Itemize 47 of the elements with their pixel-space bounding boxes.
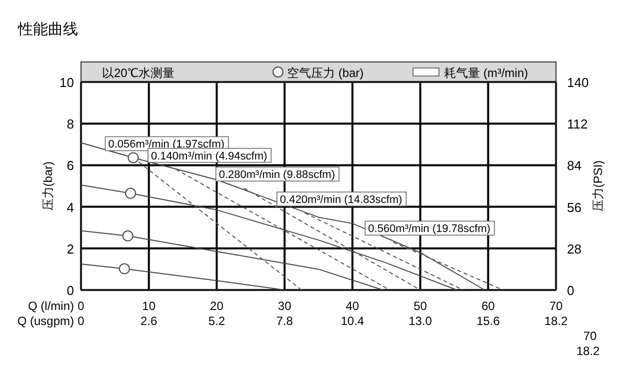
annotation: 0.140m³/min (4.94scfm) <box>151 150 268 162</box>
y-tick-label: 6 <box>66 158 74 174</box>
text: 70 <box>583 329 597 343</box>
annotation: 0.140m³/min (4.94scfm) <box>148 148 272 163</box>
y2-tick-label: 112 <box>567 116 588 132</box>
x2-tick-label: 2.6 <box>140 314 158 328</box>
x-tick-label: 60 <box>481 299 496 313</box>
text: 18.2 <box>576 344 600 358</box>
y-tick-label: 10 <box>60 75 74 90</box>
y-tick-label: 4 <box>66 200 74 215</box>
annotation: 0.420m³/min (14.83scfm) <box>280 194 402 206</box>
x2-axis-title: Q (usgpm) <box>17 314 74 328</box>
x2-tick-label: 0 <box>78 314 85 328</box>
annotation: 0.280m³/min (9.88scfm) <box>215 166 340 182</box>
x-axis-title: Q (l/min) <box>28 299 74 313</box>
annotation: 0.280m³/min (9.88scfm) <box>218 169 336 182</box>
line-series <box>80 264 286 290</box>
x-tick-label: 0 <box>78 299 85 313</box>
y-tick-label: 0 <box>66 283 74 298</box>
annotation: 0.420m³/min (14.83scfm) <box>276 192 407 206</box>
legend-label: 空气压力 (bar) <box>287 66 364 80</box>
legend: 以20℃水测量 空气压力 (bar) 耗气量 (m³/min) <box>80 62 556 82</box>
y2-tick-label: 0 <box>567 283 574 298</box>
x2-tick-label: 15.6 <box>476 314 500 328</box>
y2-tick-label: 84 <box>567 158 582 174</box>
y2-axis-title: 压力(PSI) <box>591 160 605 212</box>
x-tick-label: 10 <box>142 299 156 313</box>
y-tick-label: 2 <box>66 241 74 256</box>
y-axis-title: 压力(bar) <box>41 161 55 211</box>
y2-tick-label: 28 <box>567 241 582 256</box>
y2-tick-label: 56 <box>567 200 582 215</box>
x-tick-label: 70 <box>549 299 563 313</box>
x2-tick-label: 13.0 <box>408 314 432 328</box>
annotation: 0.560m³/min (19.78scfm) <box>368 223 490 236</box>
y-tick-label: 8 <box>66 116 74 132</box>
x-tick-label: 30 <box>278 299 292 313</box>
x2-tick-label: 10.4 <box>340 314 364 328</box>
annotation: 0.056m³/min (1.97scfm) <box>104 136 229 152</box>
y2-tick-label: 140 <box>567 75 589 90</box>
annotation: 0.560m³/min (19.78scfm) <box>364 220 495 236</box>
chart-title: 性能曲线 <box>17 21 78 38</box>
x-tick-label: 40 <box>346 299 360 313</box>
x-tick-label: 50 <box>414 299 428 313</box>
x2-tick-label: 18.2 <box>544 314 568 328</box>
x2-tick-label: 7.8 <box>276 314 294 328</box>
x2-tick-label: 5.2 <box>208 314 226 328</box>
x-tick-label: 20 <box>210 299 224 313</box>
